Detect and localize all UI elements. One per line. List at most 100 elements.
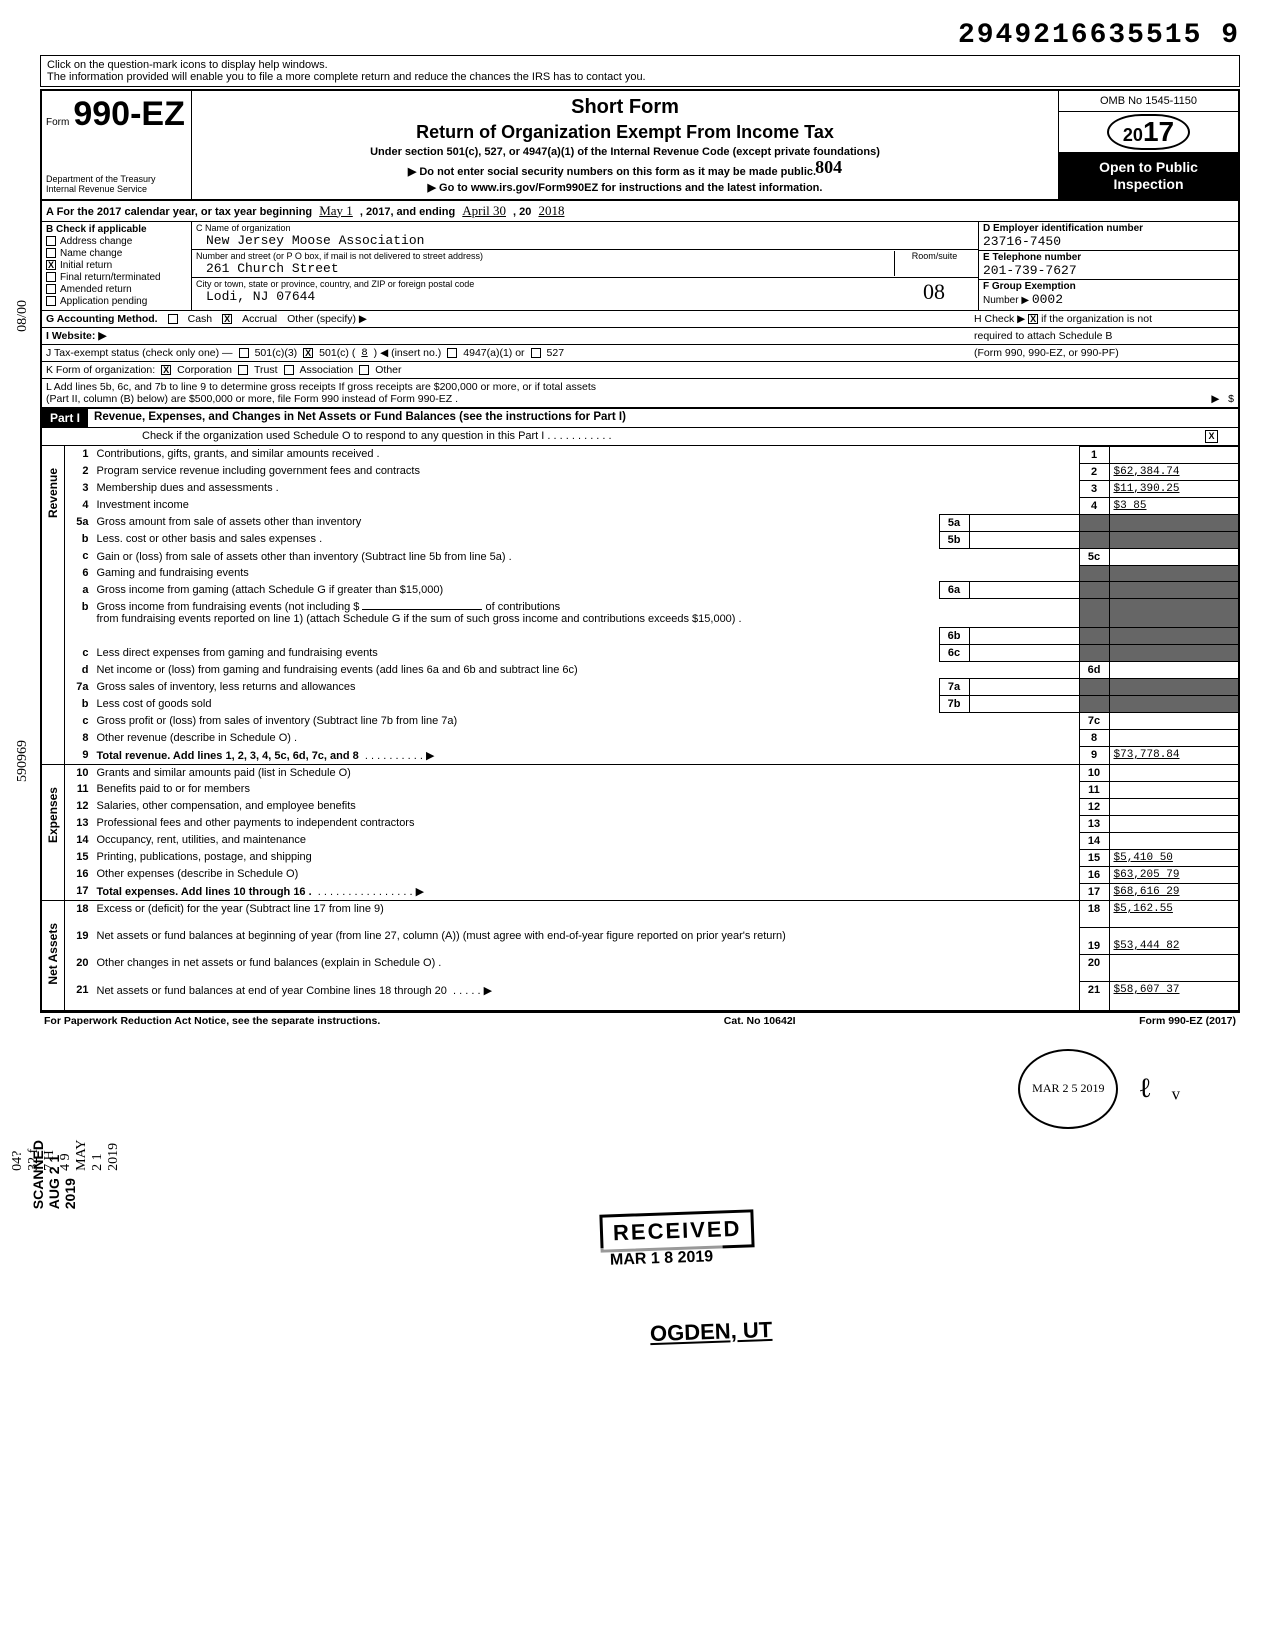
chk-final-return[interactable] (46, 272, 56, 282)
row-k-org-form: K Form of organization: XCorporation Tru… (40, 362, 1240, 379)
chk-name-change[interactable] (46, 248, 56, 258)
line-a-tax-year: A For the 2017 calendar year, or tax yea… (40, 201, 1240, 222)
col-c-org-info: C Name of organization New Jersey Moose … (192, 222, 978, 310)
amt-line-19[interactable]: $53,444 82 (1109, 928, 1239, 955)
amt-line-7c[interactable] (1109, 713, 1239, 730)
row-j-tax-status: J Tax-exempt status (check only one) — 5… (40, 345, 1240, 362)
amt-line-21[interactable]: $58,607 37 (1109, 982, 1239, 1011)
end-year[interactable]: 2018 (534, 203, 568, 218)
tax-year: 2017 (1059, 112, 1238, 153)
amt-line-4[interactable]: $3 85 (1109, 497, 1239, 514)
hand-08: 08 (894, 279, 974, 305)
note-url: ▶ Go to www.irs.gov/Form990EZ for instru… (200, 181, 1050, 194)
org-city[interactable]: Lodi, NJ 07644 (196, 289, 894, 304)
date-stamp-circle: MAR 2 5 2019 (1018, 1049, 1118, 1129)
sub-7b[interactable] (969, 696, 1079, 713)
box-d-ein: D Employer identification number 23716-7… (979, 222, 1238, 251)
sub-5a[interactable] (969, 514, 1079, 531)
col-def: D Employer identification number 23716-7… (978, 222, 1238, 310)
row-g-h: G Accounting Method. Cash XAccrual Other… (40, 311, 1240, 328)
sub-6a[interactable] (969, 582, 1079, 599)
chk-app-pending[interactable] (46, 296, 56, 306)
amt-line-8[interactable] (1109, 730, 1239, 747)
amt-line-12[interactable] (1109, 798, 1239, 815)
hand-804: 804 (815, 157, 842, 177)
chk-4947[interactable] (447, 348, 457, 358)
chk-other[interactable] (359, 365, 369, 375)
chk-initial-return[interactable]: X (46, 260, 56, 270)
footer: For Paperwork Reduction Act Notice, see … (40, 1012, 1240, 1029)
sub-7a[interactable] (969, 679, 1079, 696)
expenses-label: Expenses (46, 767, 60, 863)
initials-1: ℓ (1138, 1073, 1151, 1105)
help-text-box: Click on the question-mark icons to disp… (40, 55, 1240, 87)
omb-number: OMB No 1545-1150 (1059, 91, 1238, 112)
amt-line-3[interactable]: $11,390.25 (1109, 480, 1239, 497)
chk-schedule-b[interactable]: X (1028, 314, 1038, 324)
form-word: Form (46, 117, 69, 128)
chk-cash[interactable] (168, 314, 178, 324)
sub-5b[interactable] (969, 531, 1079, 548)
part-1-table: Revenue 1 Contributions, gifts, grants, … (40, 446, 1240, 1012)
part-1-label: Part I (42, 409, 88, 427)
amt-line-18[interactable]: $5,162.55 (1109, 901, 1239, 928)
margin-num: 590969 (15, 740, 31, 782)
header-left: Form 990-EZ Department of the Treasury I… (42, 91, 192, 199)
ein-value[interactable]: 23716-7450 (983, 234, 1061, 249)
amt-line-5c[interactable] (1109, 548, 1239, 565)
margin-08: 08/00 (15, 300, 31, 332)
chk-501c[interactable]: X (303, 348, 313, 358)
form-number: 990-EZ (73, 95, 185, 134)
chk-corp[interactable]: X (161, 365, 171, 375)
amt-line-9[interactable]: $73,778.84 (1109, 747, 1239, 765)
chk-amended[interactable] (46, 284, 56, 294)
sub-6b[interactable] (969, 628, 1079, 645)
chk-assoc[interactable] (284, 365, 294, 375)
chk-527[interactable] (531, 348, 541, 358)
help-line-1: Click on the question-mark icons to disp… (47, 59, 328, 71)
form-container: 2949216635515 9 Click on the question-ma… (40, 20, 1240, 1149)
sub-6c[interactable] (969, 645, 1079, 662)
form-header: Form 990-EZ Department of the Treasury I… (40, 89, 1240, 201)
stamp-date: MAR 1 8 2019 (600, 1244, 724, 1274)
amt-line-1[interactable] (1109, 446, 1239, 463)
title-return: Return of Organization Exempt From Incom… (200, 122, 1050, 143)
end-date[interactable]: April 30 (458, 203, 510, 218)
chk-schedule-o-part1[interactable]: X (1205, 430, 1218, 443)
group-value[interactable]: 0002 (1032, 292, 1063, 307)
title-short-form: Short Form (200, 96, 1050, 119)
amt-line-17[interactable]: $68,616 29 (1109, 883, 1239, 901)
help-line-2: The information provided will enable you… (47, 71, 646, 83)
begin-date[interactable]: May 1 (315, 203, 357, 218)
chk-501c3[interactable] (239, 348, 249, 358)
amt-line-13[interactable] (1109, 815, 1239, 832)
box-e-phone: E Telephone number 201-739-7627 (979, 251, 1238, 280)
amt-line-11[interactable] (1109, 781, 1239, 798)
signature-area: MAR 2 5 2019 ℓ ᵥ (40, 1029, 1240, 1149)
amt-line-10[interactable] (1109, 764, 1239, 781)
row-l-gross-receipts: L Add lines 5b, 6c, and 7b to line 9 to … (40, 379, 1240, 409)
amt-line-14[interactable] (1109, 832, 1239, 849)
phone-value[interactable]: 201-739-7627 (983, 263, 1077, 278)
part-1-check-row: Check if the organization used Schedule … (40, 428, 1240, 446)
footer-left: For Paperwork Reduction Act Notice, see … (44, 1015, 380, 1027)
org-name[interactable]: New Jersey Moose Association (196, 233, 974, 248)
col-b-checkboxes: B Check if applicable Address change Nam… (42, 222, 192, 310)
note-ssn: ▶ Do not enter social security numbers o… (200, 159, 1050, 180)
501c-insert[interactable]: 8 (361, 347, 367, 359)
footer-form: Form 990-EZ (2017) (1139, 1015, 1236, 1027)
chk-address-change[interactable] (46, 236, 56, 246)
chk-trust[interactable] (238, 365, 248, 375)
chk-accrual[interactable]: X (222, 314, 232, 324)
initials-2: ᵥ (1172, 1073, 1180, 1105)
entity-info-grid: B Check if applicable Address change Nam… (40, 222, 1240, 311)
amt-line-15[interactable]: $5,410 50 (1109, 849, 1239, 866)
org-address[interactable]: 261 Church Street (196, 261, 894, 276)
subtitle: Under section 501(c), 527, or 4947(a)(1)… (200, 146, 1050, 158)
amt-line-6d[interactable] (1109, 662, 1239, 679)
header-mid: Short Form Return of Organization Exempt… (192, 91, 1058, 199)
dept-treasury: Department of the Treasury Internal Reve… (46, 175, 187, 195)
amt-line-2[interactable]: $62,384.74 (1109, 463, 1239, 480)
amt-line-20[interactable] (1109, 955, 1239, 982)
amt-line-16[interactable]: $63,205 79 (1109, 866, 1239, 883)
